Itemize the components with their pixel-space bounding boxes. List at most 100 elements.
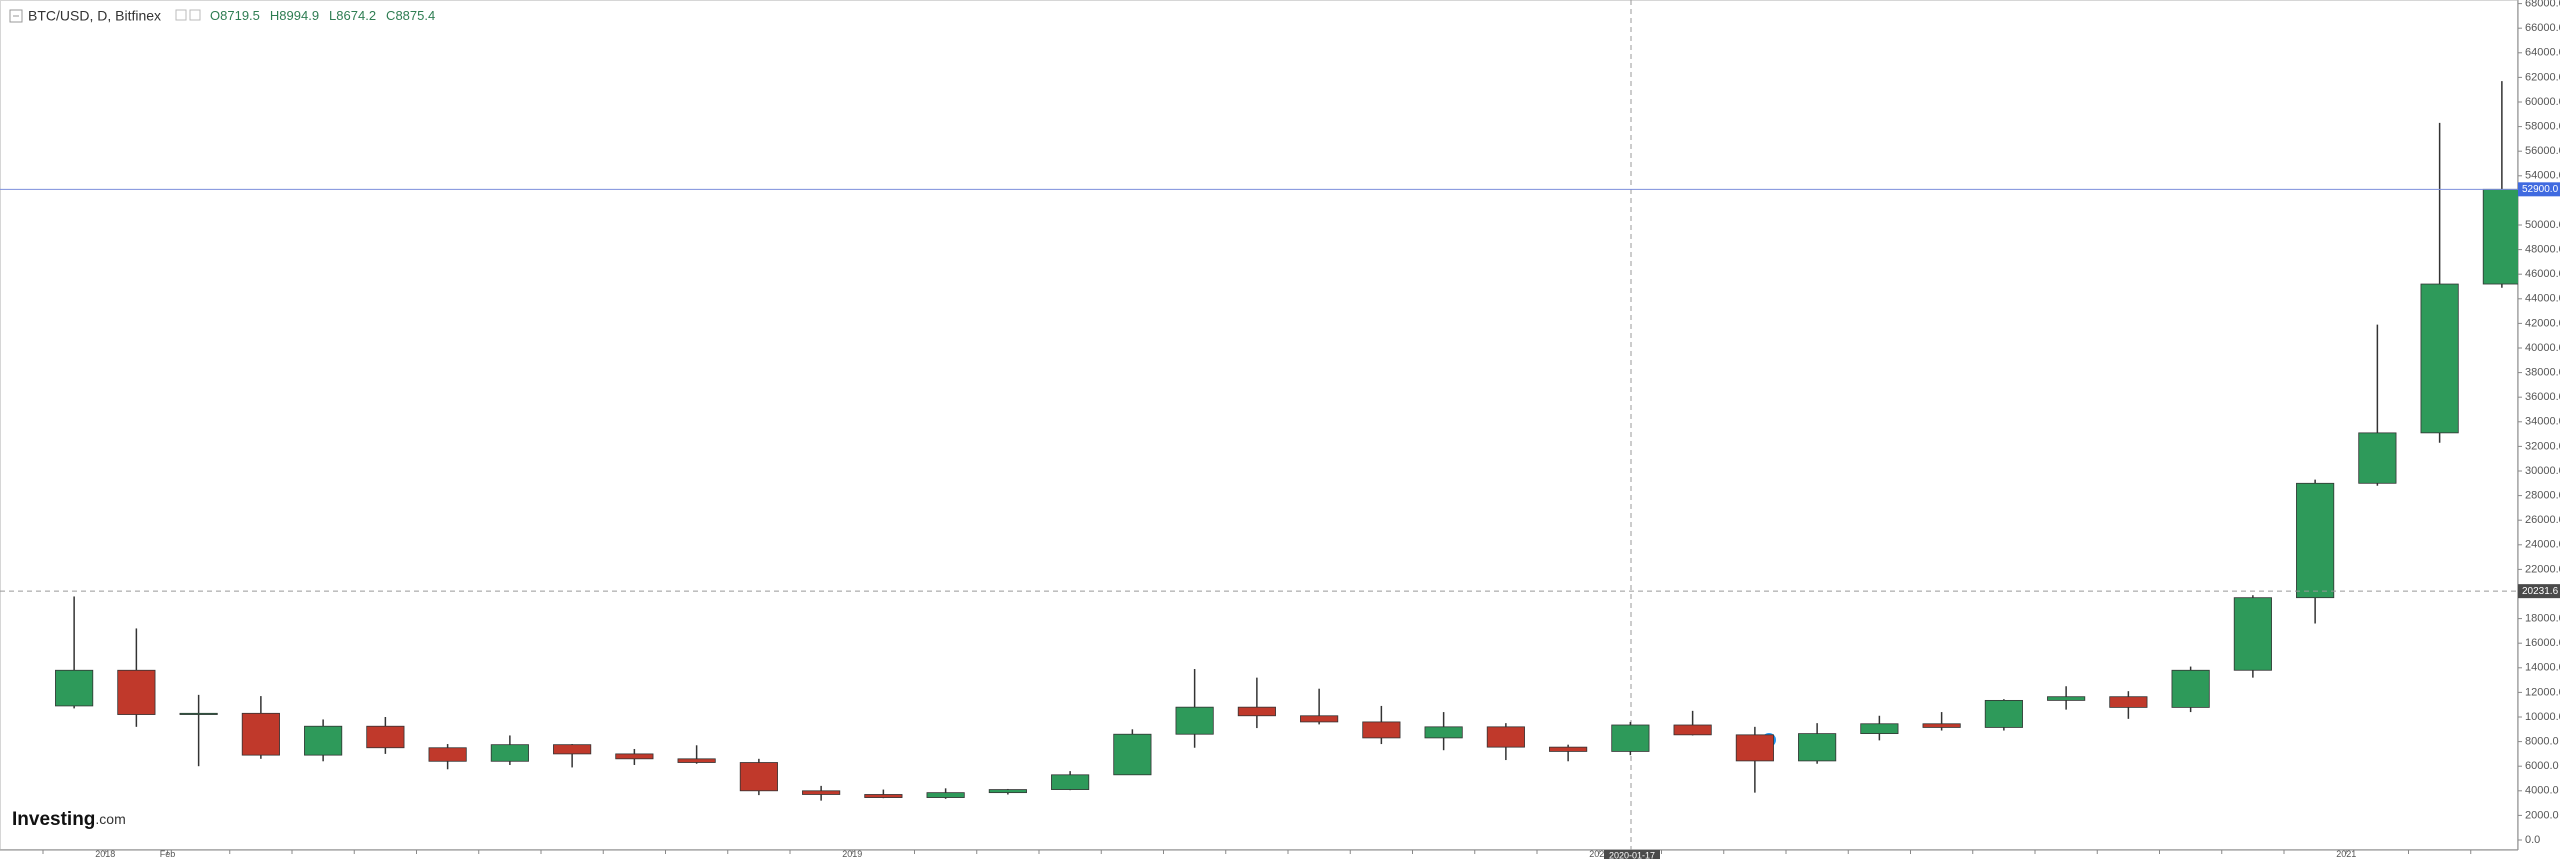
x-tick-label: 2021 bbox=[2336, 849, 2356, 859]
chart-title: BTC/USD, D, Bitfinex bbox=[28, 8, 161, 24]
candle-body bbox=[55, 669, 94, 707]
header-icon[interactable] bbox=[189, 9, 201, 21]
y-tick-label: 26000.0 bbox=[2525, 514, 2560, 526]
y-tick-label: 4000.0 bbox=[2525, 785, 2559, 797]
candle-body bbox=[1611, 724, 1650, 752]
candle-body bbox=[802, 790, 841, 795]
crosshair-price-label: 20231.6 bbox=[2522, 586, 2559, 597]
candle-body bbox=[553, 744, 592, 755]
candle-body bbox=[615, 753, 654, 760]
crosshair-price-box bbox=[2518, 584, 2560, 599]
collapse-icon[interactable] bbox=[9, 9, 23, 23]
x-tick-label: 2020 bbox=[1589, 849, 1609, 859]
y-tick-label: 6000.0 bbox=[2525, 760, 2559, 772]
candle-body bbox=[926, 792, 965, 798]
y-tick-label: 40000.0 bbox=[2525, 342, 2560, 354]
candle-body bbox=[2420, 283, 2459, 434]
candle-body bbox=[2047, 696, 2086, 701]
y-tick-label: 46000.0 bbox=[2525, 268, 2560, 280]
y-tick-label: 48000.0 bbox=[2525, 244, 2560, 256]
y-tick-label: 62000.0 bbox=[2525, 71, 2560, 83]
candle-body bbox=[490, 744, 529, 762]
candle-body bbox=[1673, 724, 1712, 736]
last-price-label: 52900.0 bbox=[2522, 184, 2559, 195]
ohlc-value: 8875.4 bbox=[395, 8, 435, 23]
y-tick-label: 18000.0 bbox=[2525, 613, 2560, 625]
candle-body bbox=[1362, 721, 1401, 739]
candle-body bbox=[1984, 699, 2023, 728]
watermark-suffix: .com bbox=[95, 811, 125, 827]
header-icon[interactable] bbox=[175, 9, 187, 21]
y-tick-label: 54000.0 bbox=[2525, 170, 2560, 182]
candle-body bbox=[1175, 706, 1214, 735]
candle-body bbox=[1922, 723, 1961, 728]
x-tick-label: Feb bbox=[160, 849, 176, 859]
y-tick-label: 24000.0 bbox=[2525, 539, 2560, 551]
ohlc-value: 8994.9 bbox=[279, 8, 319, 23]
candle-body bbox=[1237, 706, 1276, 717]
y-tick-label: 2000.0 bbox=[2525, 809, 2559, 821]
candle-body bbox=[1300, 715, 1339, 723]
y-tick-label: 68000.0 bbox=[2525, 0, 2560, 9]
candle-body bbox=[1798, 733, 1837, 762]
ohlc-value: 8719.5 bbox=[220, 8, 260, 23]
y-tick-label: 30000.0 bbox=[2525, 465, 2560, 477]
y-tick-label: 10000.0 bbox=[2525, 711, 2560, 723]
y-tick-label: 12000.0 bbox=[2525, 686, 2560, 698]
candle-body bbox=[2109, 696, 2148, 708]
y-tick-label: 32000.0 bbox=[2525, 440, 2560, 452]
y-tick-label: 38000.0 bbox=[2525, 367, 2560, 379]
y-tick-label: 14000.0 bbox=[2525, 662, 2560, 674]
watermark-brand: Investing bbox=[12, 809, 95, 830]
ohlc-key: C bbox=[386, 8, 395, 23]
y-tick-label: 64000.0 bbox=[2525, 47, 2560, 59]
candle-body bbox=[1486, 726, 1525, 748]
y-tick-label: 60000.0 bbox=[2525, 96, 2560, 108]
watermark: Investing.com bbox=[12, 809, 126, 830]
ohlc-key: H bbox=[270, 8, 279, 23]
candle-body bbox=[2171, 669, 2210, 708]
candle-body bbox=[241, 712, 280, 756]
candle-body bbox=[1735, 734, 1774, 762]
candle-body bbox=[366, 725, 405, 749]
candle-body bbox=[179, 712, 218, 715]
last-price-box bbox=[2518, 182, 2560, 197]
y-tick-label: 16000.0 bbox=[2525, 637, 2560, 649]
candles bbox=[55, 81, 2518, 801]
y-tick-label: 66000.0 bbox=[2525, 22, 2560, 34]
candle-body bbox=[2296, 482, 2335, 599]
candle-body bbox=[1860, 723, 1899, 735]
candle-body bbox=[1051, 774, 1090, 790]
candle-body bbox=[2482, 188, 2518, 285]
candle-body bbox=[304, 725, 343, 756]
y-tick-label: 8000.0 bbox=[2525, 736, 2559, 748]
candle-body bbox=[1549, 746, 1588, 752]
candle-body bbox=[428, 747, 467, 762]
crosshair-date-box bbox=[1604, 850, 1660, 859]
candle-body bbox=[117, 669, 156, 715]
candle-body bbox=[2233, 597, 2272, 671]
candle-body bbox=[1424, 726, 1463, 739]
candle-body bbox=[677, 758, 716, 763]
ohlc-key: O bbox=[210, 8, 220, 23]
y-tick-label: 44000.0 bbox=[2525, 293, 2560, 305]
crosshair-date-label: 2020-01-17 bbox=[1609, 850, 1655, 859]
y-tick-label: 56000.0 bbox=[2525, 145, 2560, 157]
candle-body bbox=[739, 762, 778, 792]
y-tick-label: 28000.0 bbox=[2525, 490, 2560, 502]
y-tick-label: 34000.0 bbox=[2525, 416, 2560, 428]
x-tick-label: 2019 bbox=[842, 849, 862, 859]
y-tick-label: 50000.0 bbox=[2525, 219, 2560, 231]
ohlc-value: 8674.2 bbox=[336, 8, 376, 23]
x-tick-label: 2018 bbox=[95, 849, 115, 859]
ohlc-key: L bbox=[329, 8, 336, 23]
y-tick-label: 22000.0 bbox=[2525, 563, 2560, 575]
y-tick-label: 36000.0 bbox=[2525, 391, 2560, 403]
candle-body bbox=[1113, 733, 1152, 776]
candle-body bbox=[864, 794, 903, 798]
candle-body bbox=[988, 789, 1027, 794]
ohlc-readout: O8719.5 H8994.9 L8674.2 C8875.4 bbox=[210, 8, 435, 23]
candle-body bbox=[2358, 432, 2397, 484]
